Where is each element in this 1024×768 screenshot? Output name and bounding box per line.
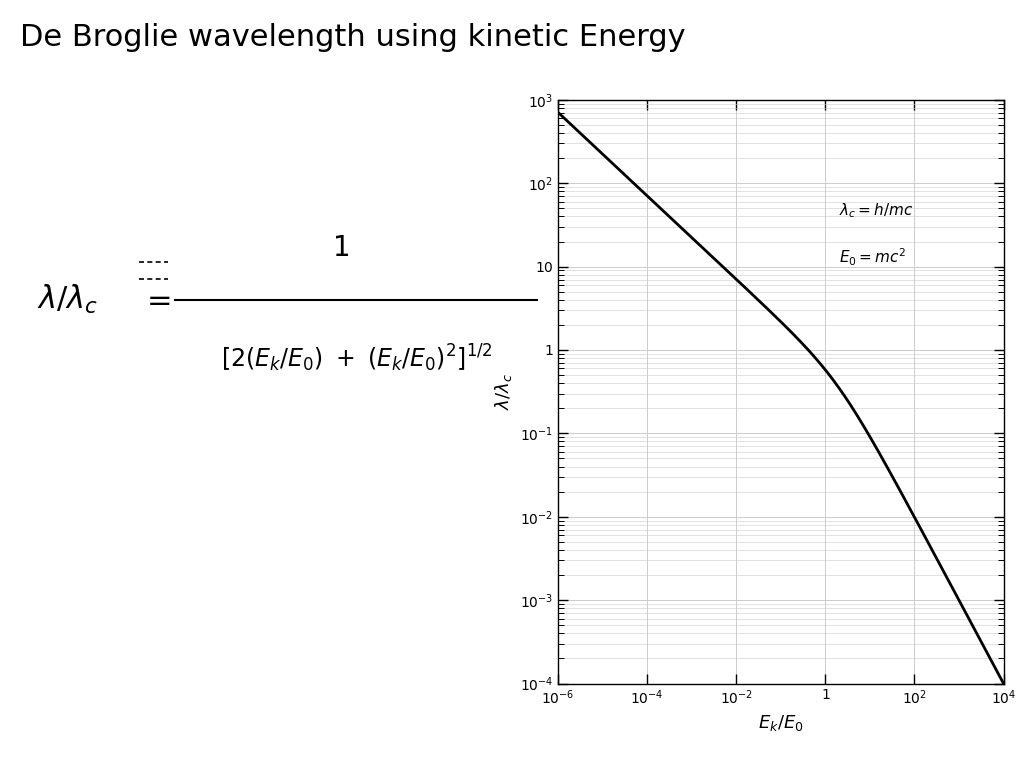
Text: De Broglie wavelength using kinetic Energy: De Broglie wavelength using kinetic Ener…	[20, 23, 686, 52]
Text: $\lambda/\lambda_c$: $\lambda/\lambda_c$	[37, 283, 98, 316]
Text: $1$: $1$	[332, 235, 349, 262]
X-axis label: $E_k/E_0$: $E_k/E_0$	[758, 713, 804, 733]
Text: $\lambda_c = h/mc$: $\lambda_c = h/mc$	[839, 202, 913, 220]
Y-axis label: $\lambda/\lambda_c$: $\lambda/\lambda_c$	[494, 373, 514, 410]
Text: $[2(E_k/E_0)\ +\ (E_k/E_0)^2]^{1/2}$: $[2(E_k/E_0)\ +\ (E_k/E_0)^2]^{1/2}$	[220, 343, 493, 373]
Text: $=$: $=$	[140, 284, 171, 315]
Text: $E_0 = mc^2$: $E_0 = mc^2$	[839, 247, 906, 269]
